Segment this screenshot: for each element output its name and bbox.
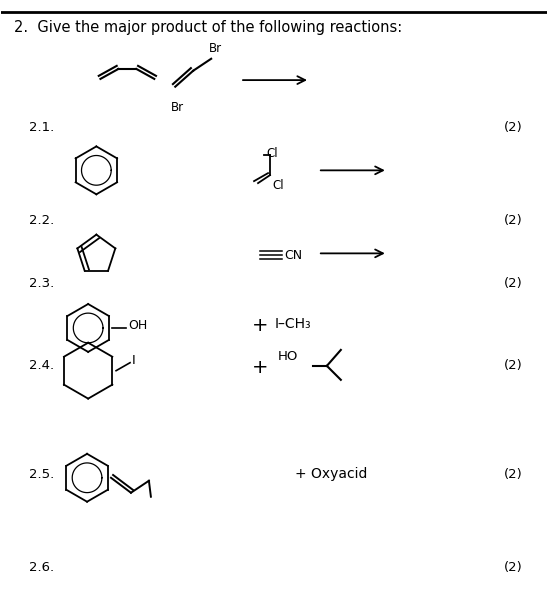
Text: HO: HO xyxy=(278,350,298,364)
Text: 2.3.: 2.3. xyxy=(29,277,54,290)
Text: 2.4.: 2.4. xyxy=(29,359,54,373)
Text: Br: Br xyxy=(172,101,184,113)
Text: 2.  Give the major product of the following reactions:: 2. Give the major product of the followi… xyxy=(14,21,403,35)
Text: +: + xyxy=(252,316,269,335)
Text: 2.2.: 2.2. xyxy=(29,214,54,227)
Text: +: + xyxy=(252,358,269,377)
Text: OH: OH xyxy=(128,320,147,332)
Text: + Oxyacid: + Oxyacid xyxy=(295,467,367,481)
Text: (2): (2) xyxy=(504,214,523,227)
Text: Cl: Cl xyxy=(266,147,278,160)
Text: Cl: Cl xyxy=(272,178,284,192)
Text: Br: Br xyxy=(209,42,222,55)
Text: (2): (2) xyxy=(504,359,523,373)
Text: (2): (2) xyxy=(504,468,523,481)
Text: (2): (2) xyxy=(504,277,523,290)
Text: (2): (2) xyxy=(504,121,523,133)
Text: I: I xyxy=(132,354,136,367)
Text: 2.6.: 2.6. xyxy=(29,561,54,574)
Text: CN: CN xyxy=(284,248,302,262)
Text: 2.1.: 2.1. xyxy=(29,121,54,133)
Text: (2): (2) xyxy=(504,561,523,574)
Text: I–CH₃: I–CH₃ xyxy=(275,317,312,331)
Text: 2.5.: 2.5. xyxy=(29,468,54,481)
